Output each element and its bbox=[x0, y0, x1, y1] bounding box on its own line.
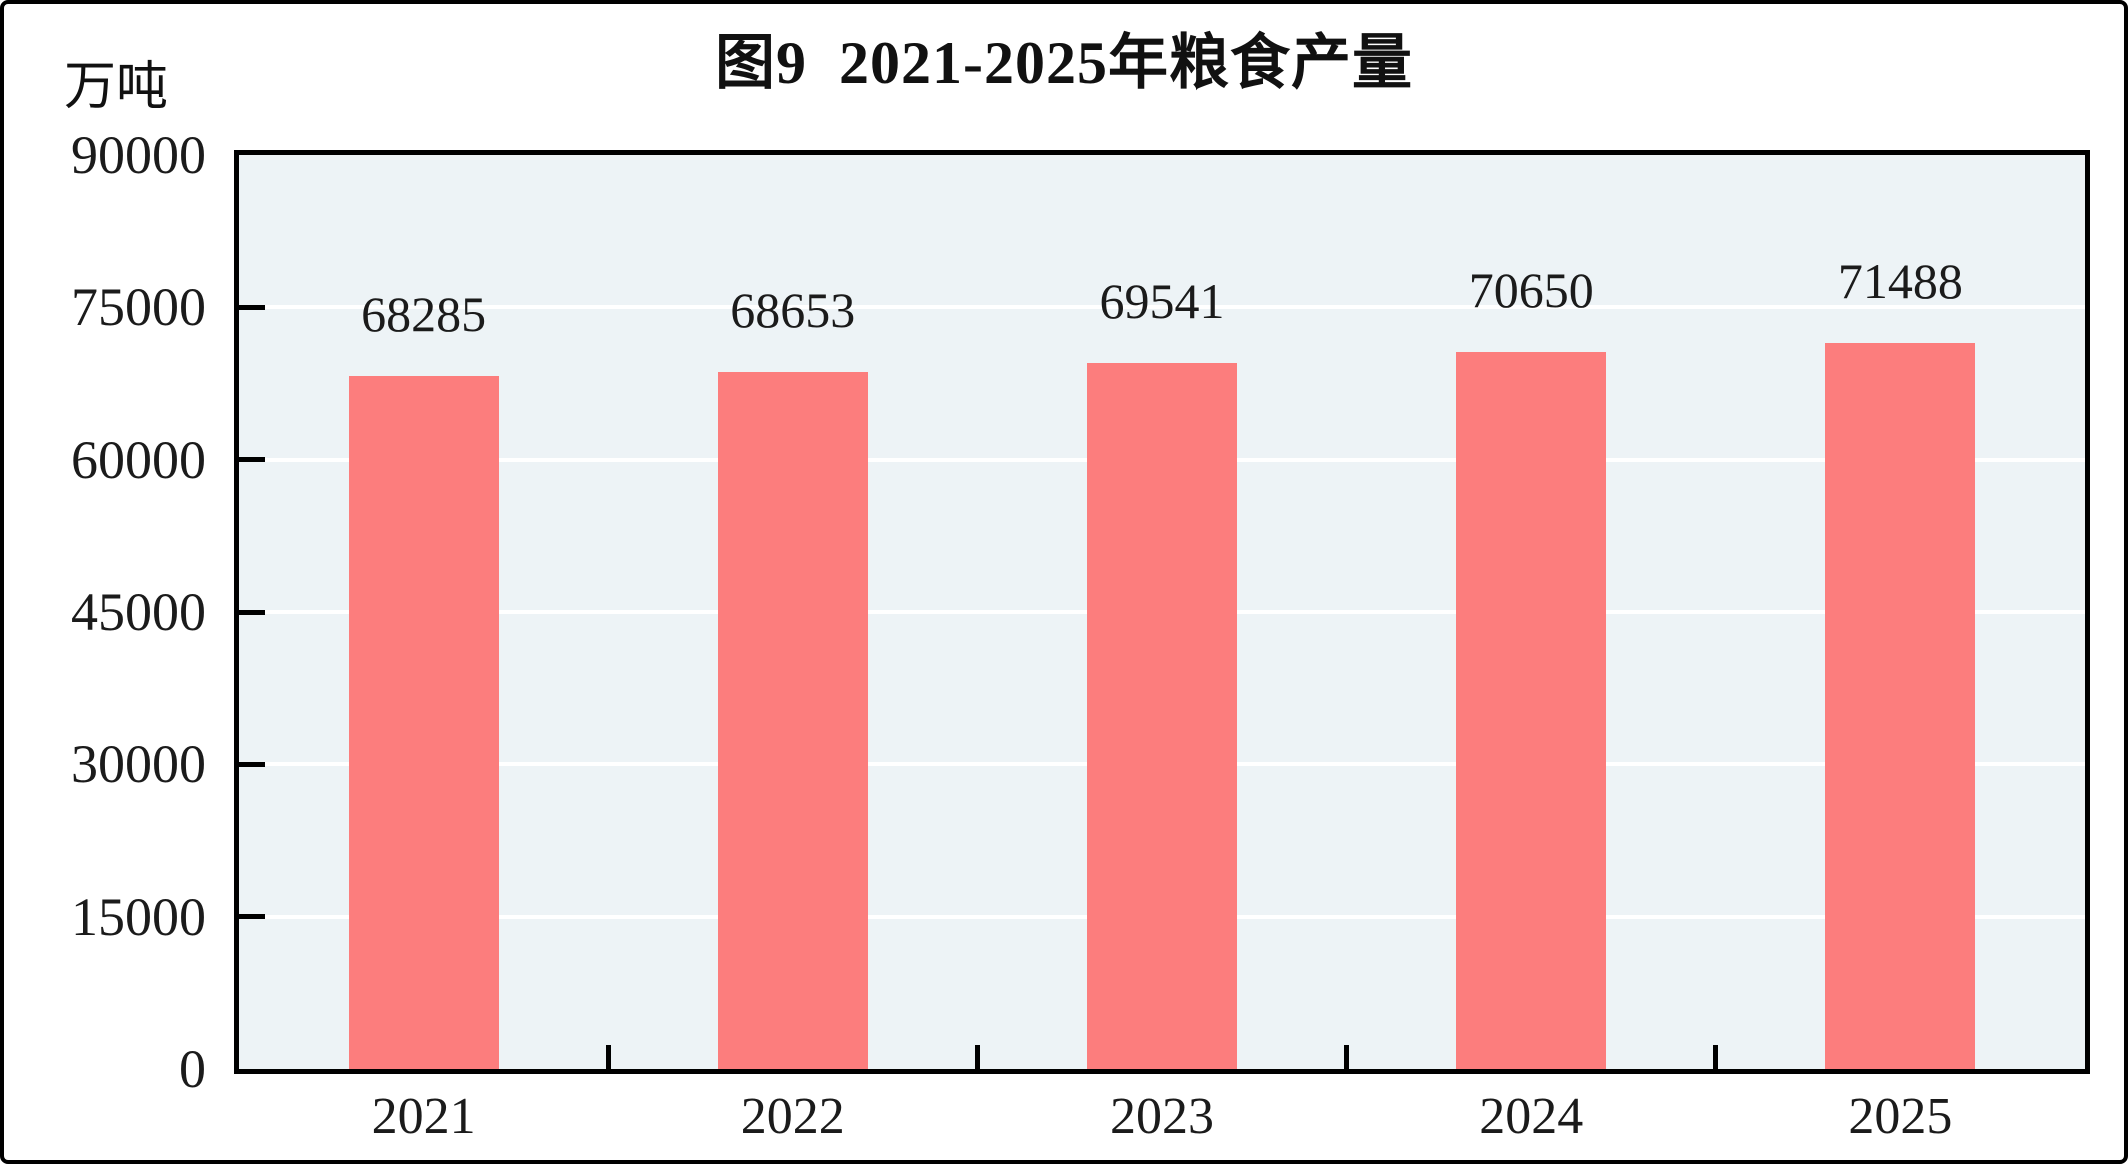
bar-value-label: 68653 bbox=[730, 281, 856, 338]
chart-title: 图9 2021-2025年粮食产量 bbox=[715, 30, 1413, 96]
y-tick-label: 15000 bbox=[71, 886, 206, 947]
bar-value-label: 71488 bbox=[1837, 253, 1963, 309]
x-category-label: 2024 bbox=[1479, 1088, 1584, 1145]
bar-2024 bbox=[1456, 351, 1607, 1069]
x-category-label: 2023 bbox=[1110, 1088, 1214, 1145]
y-axis-tick-mark bbox=[239, 457, 265, 463]
plot-area: 68285 68653 69541 70650 71488 bbox=[234, 150, 2090, 1074]
x-axis-tick-mark bbox=[1344, 1045, 1350, 1069]
x-axis-tick-mark bbox=[605, 1045, 611, 1069]
bar-2023 bbox=[1087, 362, 1237, 1069]
bar-value-label: 68285 bbox=[361, 285, 487, 342]
bar-2025 bbox=[1825, 343, 1976, 1069]
y-tick-label: 60000 bbox=[71, 429, 206, 490]
y-axis-tick-mark bbox=[239, 609, 265, 615]
y-axis-unit-label: 万吨 bbox=[64, 59, 169, 116]
bar-2021 bbox=[348, 375, 499, 1069]
y-tick-label: 75000 bbox=[71, 277, 206, 338]
bar-value-label: 70650 bbox=[1468, 261, 1594, 318]
x-category-label: 2021 bbox=[371, 1088, 476, 1145]
x-category-label: 2022 bbox=[740, 1088, 845, 1145]
y-tick-label: 0 bbox=[179, 1039, 206, 1099]
x-axis-tick-mark bbox=[974, 1045, 980, 1069]
y-axis-tick-mark bbox=[239, 914, 265, 920]
bar-value-label: 69541 bbox=[1099, 272, 1225, 329]
y-axis-tick-mark bbox=[239, 761, 265, 767]
y-axis-tick-mark bbox=[239, 304, 265, 310]
y-tick-label: 30000 bbox=[71, 734, 206, 795]
y-tick-label: 90000 bbox=[71, 125, 206, 185]
x-axis-tick-mark bbox=[1713, 1045, 1719, 1069]
y-tick-label: 45000 bbox=[71, 582, 206, 642]
gridline bbox=[239, 305, 2085, 310]
bar-2022 bbox=[717, 371, 868, 1069]
x-category-label: 2025 bbox=[1848, 1088, 1953, 1145]
